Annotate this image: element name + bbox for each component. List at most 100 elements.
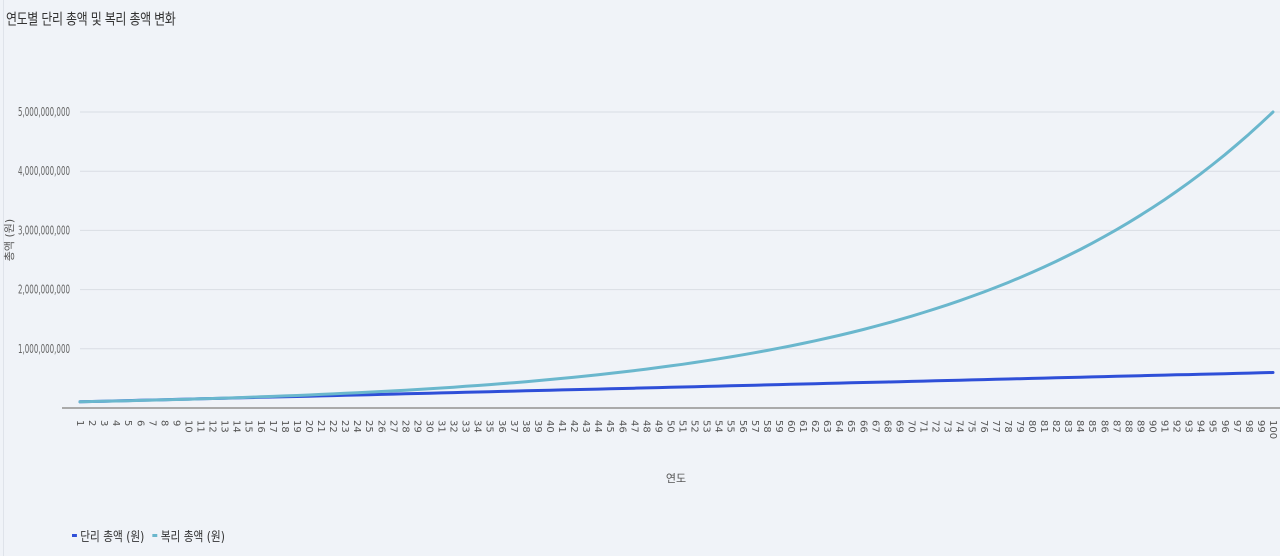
y-tick-label: 1,000,000,000 <box>18 342 70 356</box>
y-tick-labels: 1,000,000,000 2,000,000,000 3,000,000,000 4… <box>18 105 70 356</box>
x-tick-label: 95 <box>1207 420 1218 433</box>
x-tick-label: 81 <box>1038 420 1049 433</box>
legend-item-compound[interactable]: 복리 총액 (원) <box>152 526 225 545</box>
x-tick-label: 79 <box>1014 420 1025 433</box>
left-border <box>0 0 4 556</box>
x-tick-label: 75 <box>966 420 977 433</box>
x-tick-label: 84 <box>1074 420 1085 433</box>
legend-label-compound: 복리 총액 (원) <box>160 530 225 545</box>
x-tick-label: 21 <box>315 420 326 433</box>
legend-swatch-compound <box>152 534 158 537</box>
x-tick-label: 53 <box>701 420 712 433</box>
x-tick-label: 24 <box>351 420 362 433</box>
x-tick-label: 50 <box>664 420 675 433</box>
x-tick-label: 87 <box>1110 420 1121 433</box>
series-line-compound <box>78 110 1275 404</box>
x-tick-label: 93 <box>1183 420 1194 433</box>
legend-item-simple[interactable]: 단리 총액 (원) <box>72 526 144 545</box>
x-tick-label: 12 <box>207 420 218 433</box>
x-tick-label: 41 <box>556 420 567 433</box>
y-tick-label: 5,000,000,000 <box>18 105 70 119</box>
x-tick-label: 46 <box>616 420 627 433</box>
x-tick-label: 59 <box>773 420 784 433</box>
x-tick-label: 100 <box>1267 420 1278 439</box>
x-tick-label: 39 <box>532 420 543 433</box>
x-tick-label: 98 <box>1243 420 1254 433</box>
x-tick-label: 67 <box>869 420 880 433</box>
x-tick-label: 32 <box>448 420 459 433</box>
x-tick-label: 76 <box>978 420 989 433</box>
x-tick-label: 55 <box>725 420 736 433</box>
x-tick-label: 89 <box>1134 420 1145 433</box>
x-tick-label: 42 <box>568 420 579 433</box>
x-tick-label: 91 <box>1159 420 1170 433</box>
x-tick-label: 2 <box>86 420 97 426</box>
x-tick-label: 73 <box>942 420 953 433</box>
x-tick-label: 27 <box>387 420 398 433</box>
x-tick-label: 5 <box>122 420 133 426</box>
x-tick-label: 22 <box>327 420 338 433</box>
x-tick-label: 15 <box>243 420 254 433</box>
x-tick-label: 83 <box>1062 420 1073 433</box>
x-tick-label: 38 <box>520 420 531 433</box>
x-tick-label: 57 <box>749 420 760 433</box>
x-tick-label: 51 <box>677 420 688 433</box>
x-tick-label: 47 <box>628 420 639 433</box>
x-tick-label: 8 <box>158 420 169 426</box>
x-tick-label: 13 <box>219 420 230 433</box>
x-tick-label: 40 <box>544 420 555 433</box>
x-tick-label: 61 <box>797 420 808 433</box>
x-tick-label: 25 <box>363 420 374 433</box>
y-tick-label: 2,000,000,000 <box>18 283 70 297</box>
x-tick-label: 78 <box>1002 420 1013 433</box>
x-tick-label: 6 <box>134 420 145 426</box>
x-tick-label: 33 <box>460 420 471 433</box>
y-tick-label: 3,000,000,000 <box>18 223 70 237</box>
x-tick-label: 11 <box>195 420 206 433</box>
x-tick-label: 72 <box>930 420 941 433</box>
x-tick-label: 26 <box>375 420 386 433</box>
legend-swatch-simple <box>72 534 77 537</box>
x-tick-label: 23 <box>339 420 350 433</box>
x-tick-label: 85 <box>1086 420 1097 433</box>
legend-label-simple: 단리 총액 (원) <box>80 530 145 545</box>
x-tick-label: 94 <box>1195 420 1206 433</box>
x-tick-label: 99 <box>1255 420 1266 433</box>
x-tick-label: 64 <box>833 420 844 433</box>
x-tick-label: 31 <box>436 420 447 433</box>
x-tick-label: 7 <box>146 420 157 426</box>
x-tick-label: 86 <box>1098 420 1109 433</box>
x-tick-label: 58 <box>761 420 772 433</box>
x-tick-label: 69 <box>893 420 904 433</box>
x-tick-label: 77 <box>990 420 1001 433</box>
x-tick-label: 20 <box>303 420 314 433</box>
y-tick-label: 4,000,000,000 <box>18 164 70 178</box>
x-tick-label: 37 <box>508 420 519 433</box>
x-tick-label: 44 <box>592 420 603 433</box>
x-tick-label: 36 <box>496 420 507 433</box>
x-tick-label: 3 <box>98 420 109 426</box>
grid-lines <box>80 111 1280 350</box>
legend: 단리 총액 (원) 복리 총액 (원) <box>72 526 225 545</box>
x-tick-label: 96 <box>1219 420 1230 433</box>
x-tick-label: 10 <box>182 420 193 433</box>
y-axis-title: 총액 (원) <box>3 219 16 261</box>
x-tick-label: 56 <box>737 420 748 433</box>
x-tick-label: 16 <box>255 420 266 433</box>
x-tick-label: 70 <box>905 420 916 433</box>
x-tick-label: 82 <box>1050 420 1061 433</box>
x-tick-label: 71 <box>918 420 929 433</box>
x-tick-label: 45 <box>604 420 615 433</box>
x-tick-label: 1 <box>74 420 85 426</box>
x-tick-label: 30 <box>423 420 434 433</box>
x-tick-labels: 1 2 3 4 5 6 7 8 9 10 11 12 13 14 15 16 17 18 19 20 21 22 23 24 2… <box>74 420 1278 439</box>
x-tick-label: 18 <box>279 420 290 433</box>
x-tick-label: 28 <box>399 420 410 433</box>
x-tick-label: 4 <box>110 420 121 426</box>
x-tick-label: 14 <box>231 420 242 433</box>
x-tick-label: 62 <box>809 420 820 433</box>
series-lines <box>78 110 1275 404</box>
chart-title: 연도별 단리 총액 및 복리 총액 변화 <box>6 10 176 28</box>
x-tick-label: 68 <box>881 420 892 433</box>
